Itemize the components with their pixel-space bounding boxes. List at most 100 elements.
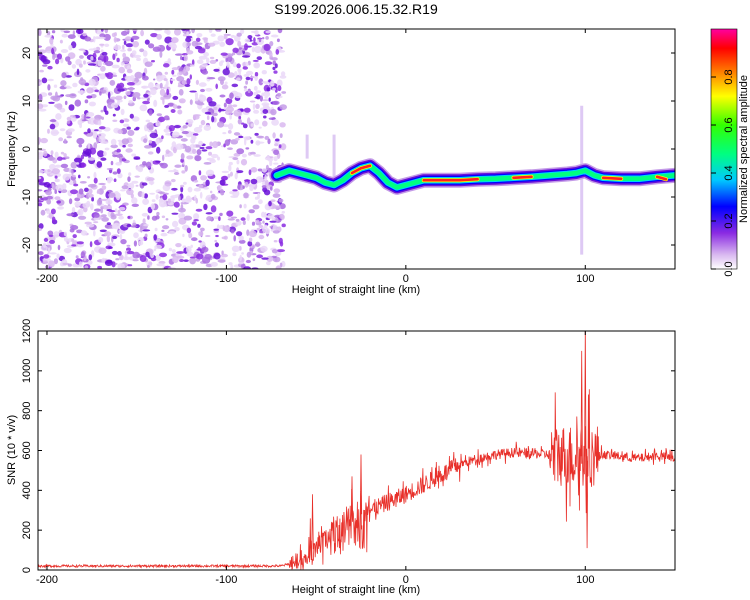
noise-blob — [217, 121, 225, 128]
noise-blob — [238, 69, 242, 76]
y-tick-label: 1200 — [21, 319, 33, 343]
noise-blob — [127, 129, 135, 136]
noise-blob — [113, 36, 117, 43]
noise-blob — [209, 56, 215, 60]
noise-blob — [278, 144, 282, 149]
noise-blob — [131, 50, 137, 56]
noise-blob — [162, 154, 165, 162]
noise-blob — [173, 172, 180, 175]
noise-blob — [235, 220, 242, 226]
noise-blob — [141, 85, 147, 89]
noise-blob — [155, 254, 161, 262]
noise-blob — [118, 66, 125, 74]
noise-blob — [258, 199, 263, 205]
noise-blob — [189, 74, 192, 80]
y-tick-label: 20 — [21, 47, 33, 59]
noise-blob — [60, 151, 65, 155]
noise-blob — [255, 90, 262, 94]
noise-blob — [148, 180, 155, 185]
spectrogram-x-ticks: -200 -100 0 100 — [36, 29, 594, 285]
noise-blob — [180, 203, 184, 211]
noise-blob — [213, 106, 218, 110]
noise-blob — [97, 59, 103, 67]
noise-blob — [217, 76, 226, 82]
noise-blob — [215, 83, 218, 90]
noise-blob — [98, 247, 107, 255]
noise-blob — [64, 156, 70, 159]
noise-blob — [98, 182, 106, 186]
noise-blob — [38, 182, 48, 186]
noise-blob — [243, 73, 250, 78]
noise-blob — [107, 91, 111, 99]
noise-blob — [48, 101, 55, 104]
noise-blob — [120, 189, 126, 192]
noise-blob — [223, 33, 228, 40]
noise-blob — [270, 34, 279, 38]
noise-blob — [164, 84, 167, 90]
noise-blob — [93, 177, 98, 184]
noise-blob — [153, 248, 157, 252]
noise-blob — [118, 215, 124, 220]
noise-blob — [208, 29, 213, 33]
noise-blob — [68, 198, 73, 205]
noise-blob — [203, 203, 208, 211]
noise-blob — [250, 139, 254, 144]
noise-blob — [235, 218, 240, 222]
noise-blob — [215, 59, 219, 62]
noise-blob — [48, 92, 53, 96]
noise-blob — [38, 108, 47, 112]
noise-blob — [70, 161, 78, 169]
noise-blob — [258, 234, 265, 240]
noise-blob — [172, 104, 178, 109]
noise-blob — [91, 196, 94, 202]
noise-blob — [193, 126, 203, 133]
noise-blob — [243, 192, 249, 199]
noise-blob — [123, 123, 130, 128]
noise-blob — [232, 47, 239, 53]
noise-blob — [243, 107, 251, 113]
noise-blob — [247, 241, 253, 247]
noise-blob — [47, 78, 54, 82]
noise-blob — [264, 179, 269, 187]
spectrogram-noise-region — [38, 29, 288, 269]
noise-blob — [204, 111, 211, 115]
noise-blob — [97, 136, 106, 143]
noise-blob — [222, 225, 225, 232]
noise-blob — [259, 230, 264, 234]
noise-blob — [223, 102, 227, 108]
noise-blob — [94, 129, 99, 132]
noise-blob — [183, 259, 189, 263]
noise-blob — [120, 239, 127, 245]
noise-blob — [186, 50, 194, 55]
noise-blob — [241, 252, 245, 255]
noise-blob — [185, 122, 189, 125]
noise-blob — [161, 215, 166, 219]
noise-blob — [216, 224, 220, 231]
noise-blob — [99, 91, 102, 96]
noise-blob — [68, 104, 75, 111]
noise-blob — [94, 208, 102, 212]
noise-blob — [269, 51, 273, 58]
snr-y-label: SNR (10 * v/v) — [6, 415, 18, 485]
noise-blob — [115, 85, 123, 89]
noise-blob — [148, 124, 154, 131]
ridge-core — [655, 175, 668, 181]
noise-blob — [102, 204, 108, 210]
noise-blob — [173, 201, 180, 208]
noise-blob — [82, 202, 90, 208]
noise-blob — [101, 185, 107, 191]
noise-blob — [279, 214, 285, 220]
noise-blob — [184, 84, 191, 87]
noise-blob — [254, 62, 259, 68]
noise-blob — [132, 41, 139, 48]
noise-blob — [266, 261, 271, 266]
noise-blob — [253, 45, 262, 54]
noise-blob — [110, 212, 115, 218]
noise-blob — [229, 92, 234, 99]
noise-blob — [155, 122, 161, 127]
noise-blob — [198, 170, 202, 176]
noise-blob — [139, 48, 145, 53]
noise-blob — [180, 153, 185, 160]
noise-blob — [178, 71, 184, 76]
noise-blob — [127, 48, 132, 52]
